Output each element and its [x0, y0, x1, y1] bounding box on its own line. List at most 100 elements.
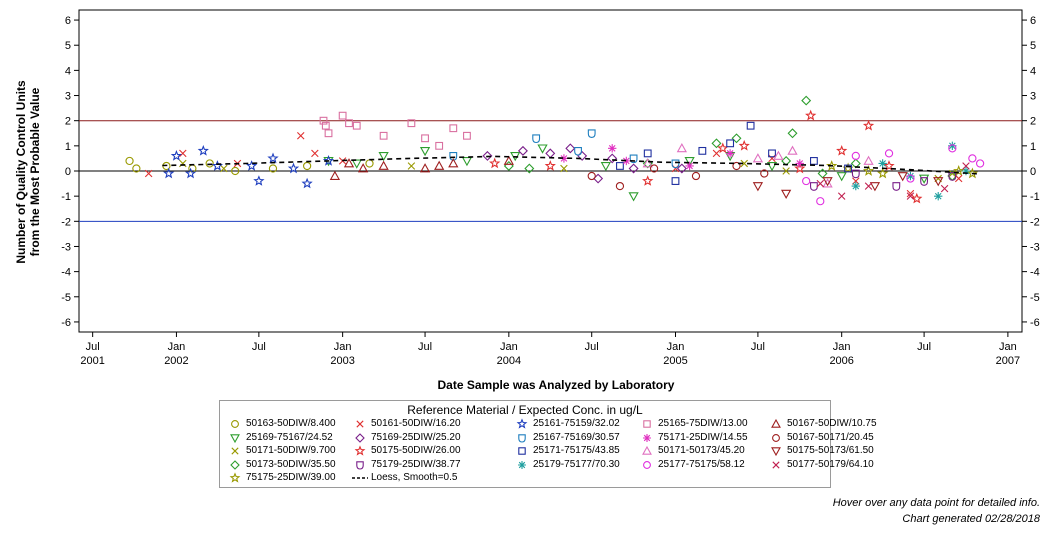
data-point: [482, 150, 493, 161]
data-point: [766, 162, 778, 172]
legend-label: 25179-75177/70.30: [533, 458, 620, 470]
data-point: [296, 132, 305, 140]
legend-symbol: [771, 418, 781, 428]
data-point: [671, 177, 680, 185]
data-point: [933, 177, 944, 187]
legend-label: 50175-50DIW/26.00: [371, 445, 461, 456]
legend-label: 25167-75169/30.57: [533, 431, 620, 443]
data-point: [357, 163, 369, 173]
data-point: [311, 149, 319, 158]
legend-symbol: [772, 460, 780, 469]
legend-symbol: [230, 433, 240, 443]
legend-title: Reference Material / Expected Conc. in u…: [407, 403, 643, 417]
data-point: [836, 144, 848, 156]
data-point: [897, 172, 908, 182]
data-point: [600, 162, 611, 172]
legend-symbol: [356, 460, 364, 470]
data-point: [810, 182, 818, 191]
legend-symbol: [229, 472, 241, 483]
x-tick-year-label: 2007: [996, 355, 1020, 367]
data-point: [746, 121, 755, 130]
x-tick-label: Jan: [999, 341, 1017, 353]
data-point: [795, 159, 804, 168]
data-point: [684, 157, 695, 167]
data-point: [163, 167, 175, 179]
data-point: [863, 155, 874, 165]
legend-symbol: [355, 432, 365, 443]
x-tick-label: Jul: [86, 341, 100, 353]
data-point: [878, 159, 887, 168]
data-point: [851, 169, 860, 179]
data-point: [503, 155, 514, 165]
data-point: [379, 131, 388, 140]
series-group: [851, 141, 971, 201]
data-point: [184, 167, 197, 179]
data-point: [816, 197, 825, 206]
legend-marker: [518, 433, 526, 443]
legend-symbol: [518, 447, 526, 455]
data-point: [329, 170, 341, 180]
chart-axes: -6 -6 -5 -5 -4 -4 -3 -3 -2 -2 -1 -1 0 0 1 1 2 2 3 3 4 4 5 5 6 6 Ju…: [61, 9, 1040, 367]
data-point: [132, 164, 141, 173]
data-point: [365, 159, 374, 168]
data-point: [802, 176, 811, 186]
data-point: [906, 192, 915, 200]
data-point: [419, 163, 431, 173]
legend-label: 50171-50173/45.20: [658, 445, 745, 456]
data-point: [338, 111, 347, 120]
data-point: [781, 189, 792, 199]
data-point: [197, 144, 209, 156]
data-point: [324, 129, 333, 138]
y-tick-label-left: 3: [65, 91, 71, 103]
data-point: [948, 144, 957, 153]
generated-note: Chart generated 02/28/2018: [902, 513, 1040, 525]
legend-symbol: [516, 418, 528, 429]
data-point: [421, 134, 429, 143]
series-group: [642, 143, 874, 188]
legend-symbol: [518, 460, 526, 469]
series-group: [816, 162, 970, 200]
data-point: [322, 154, 335, 166]
data-point: [179, 149, 187, 158]
y-tick-label-left: 6: [65, 15, 71, 27]
x-tick-year-label: 2002: [164, 355, 188, 367]
data-point: [448, 158, 459, 168]
data-point: [545, 148, 556, 159]
legend-label: 50161-50DIW/16.20: [371, 418, 461, 429]
data-point: [948, 169, 957, 178]
data-point: [918, 174, 930, 184]
data-point: [642, 175, 654, 186]
data-point: [587, 129, 596, 139]
data-point: [768, 149, 776, 158]
data-point: [170, 150, 183, 161]
legend-marker: [518, 460, 526, 469]
data-point: [732, 161, 741, 171]
legend-label: 25171-75175/43.85: [533, 445, 620, 456]
data-point: [725, 149, 735, 158]
data-point: [773, 150, 784, 160]
legend-symbol: [643, 433, 651, 442]
data-point: [822, 177, 833, 187]
data-point: [920, 177, 929, 186]
series-group: [559, 144, 804, 171]
data-point: [836, 172, 847, 182]
y-tick-label-right: 5: [1030, 40, 1036, 52]
series-group: [489, 109, 923, 204]
data-point: [245, 160, 258, 171]
data-point: [671, 159, 680, 169]
data-point: [877, 167, 889, 179]
data-point: [622, 156, 631, 166]
data-point: [267, 152, 279, 164]
x-tick-year-label: 2006: [829, 355, 853, 367]
data-point: [782, 167, 790, 175]
legend-marker: [356, 420, 364, 428]
legend-marker: [355, 432, 365, 443]
data-point: [463, 131, 471, 140]
y-tick-label-left: -5: [61, 292, 71, 304]
data-point: [726, 139, 735, 148]
data-point: [537, 144, 548, 154]
data-point: [869, 182, 881, 192]
data-point: [717, 142, 729, 154]
legend-marker: [516, 418, 528, 429]
data-point: [752, 182, 764, 192]
